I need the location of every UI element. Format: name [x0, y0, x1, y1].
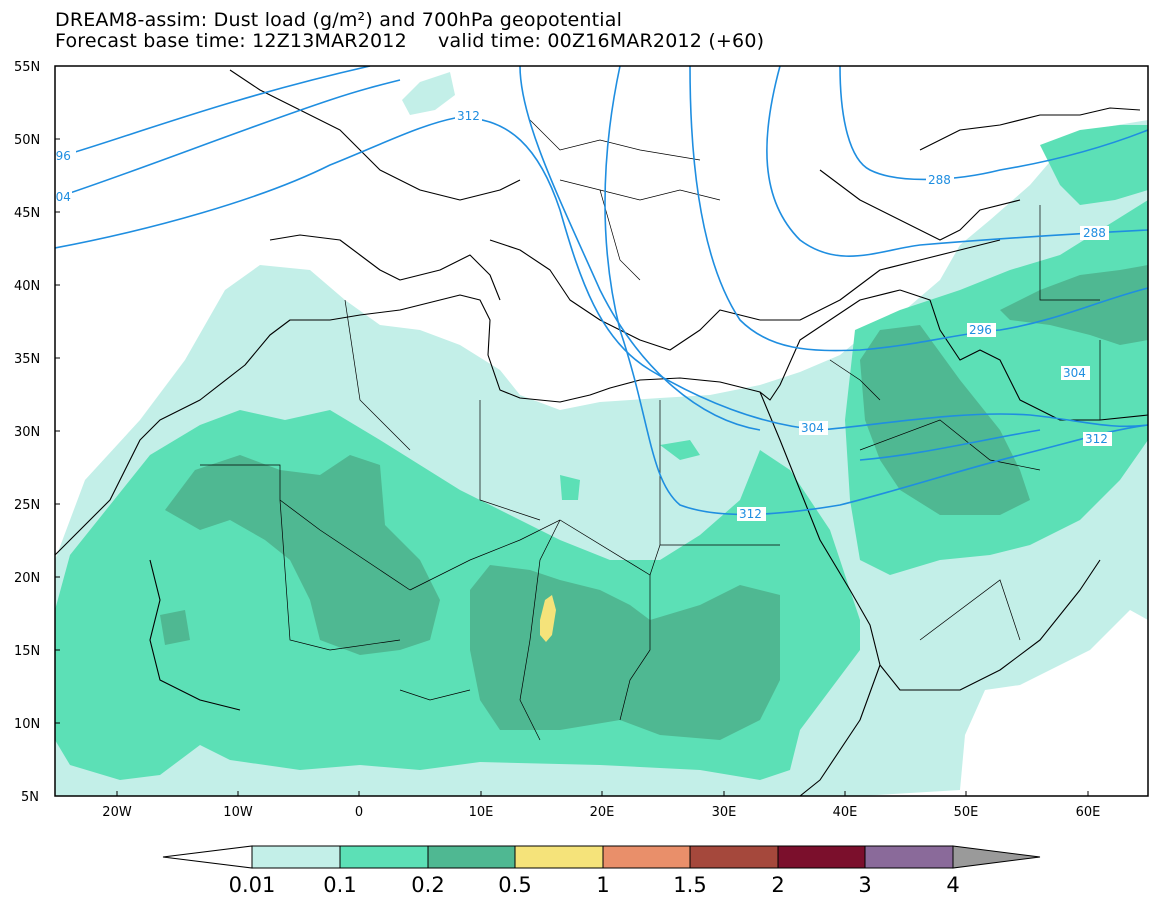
- colorbar-label: 1: [596, 873, 609, 897]
- lat-label: 25N: [14, 498, 40, 513]
- dust-patch-north: [402, 72, 455, 115]
- lat-label: 55N: [14, 60, 40, 75]
- colorbar-label: 4: [946, 873, 959, 897]
- lon-label: 60E: [1076, 805, 1101, 820]
- colorbar-swatch: [777, 845, 866, 869]
- chart-subtitle: Forecast base time: 12Z13MAR2012 valid t…: [55, 30, 765, 52]
- contour-label: 304: [801, 421, 824, 435]
- lat-label: 50N: [14, 133, 40, 148]
- colorbar-swatch: [251, 845, 341, 869]
- coastlines: [55, 69, 1148, 796]
- lat-label: 45N: [14, 206, 40, 221]
- contour-labels: 296 304 312 288 288 296 304 312 304 312: [48, 109, 1112, 521]
- contour-label: 288: [928, 173, 951, 187]
- lon-label: 30E: [712, 805, 737, 820]
- dust-level-0.5: [540, 595, 556, 642]
- latitude-labels: 55N 50N 45N 40N 35N 30N 25N 20N 15N 10N …: [14, 60, 40, 805]
- colorbar-label: 1.5: [673, 873, 706, 897]
- map-area: 296 304 312 288 288 296 304 312 304 312: [48, 66, 1148, 796]
- contour-label: 288: [1083, 226, 1106, 240]
- colorbar-swatch: [689, 845, 779, 869]
- lon-label: 50E: [954, 805, 979, 820]
- colorbar-swatch: [602, 845, 691, 869]
- lat-label: 40N: [14, 279, 40, 294]
- longitude-axis: [116, 791, 1089, 796]
- lat-label: 5N: [21, 790, 39, 805]
- country-borders: [200, 119, 1101, 741]
- chart-title: DREAM8-assim: Dust load (g/m²) and 700hP…: [55, 9, 623, 31]
- lat-label: 20N: [14, 571, 40, 586]
- contour-label: 312: [1085, 432, 1108, 446]
- colorbar-label: 0.1: [323, 873, 356, 897]
- lat-label: 15N: [14, 644, 40, 659]
- lon-label: 40E: [833, 805, 858, 820]
- colorbar-label: 0.5: [498, 873, 531, 897]
- latitude-axis: [55, 65, 60, 724]
- colorbar-swatch: [339, 845, 429, 869]
- colorbar-label: 3: [858, 873, 871, 897]
- colorbar-high-triangle: [952, 845, 1041, 869]
- colorbar: [162, 845, 1041, 869]
- colorbar-labels: 0.01 0.1 0.2 0.5 1 1.5 2 3 4: [229, 873, 960, 897]
- lat-label: 35N: [14, 352, 40, 367]
- lat-label: 30N: [14, 425, 40, 440]
- contour-label: 296: [48, 149, 71, 163]
- colorbar-label: 0.2: [411, 873, 444, 897]
- colorbar-label: 2: [771, 873, 784, 897]
- colorbar-label: 0.01: [229, 873, 276, 897]
- colorbar-swatch: [427, 845, 516, 869]
- contour-label: 312: [739, 507, 762, 521]
- contour-label: 304: [1063, 366, 1086, 380]
- lon-label: 10E: [469, 805, 494, 820]
- contour-label: 296: [969, 323, 992, 337]
- longitude-labels: 20W 10W 0 10E 20E 30E 40E 50E 60E: [102, 805, 1100, 820]
- lon-label: 0: [355, 805, 363, 820]
- lon-label: 10W: [223, 805, 253, 820]
- contour-label: 304: [48, 190, 71, 204]
- colorbar-swatch: [514, 845, 604, 869]
- lat-label: 10N: [14, 717, 40, 732]
- geopotential-contours: [55, 66, 1148, 516]
- contour-label: 312: [457, 109, 480, 123]
- colorbar-swatch: [864, 845, 954, 869]
- lon-label: 20W: [102, 805, 132, 820]
- lon-label: 20E: [590, 805, 615, 820]
- colorbar-low-triangle: [162, 845, 253, 869]
